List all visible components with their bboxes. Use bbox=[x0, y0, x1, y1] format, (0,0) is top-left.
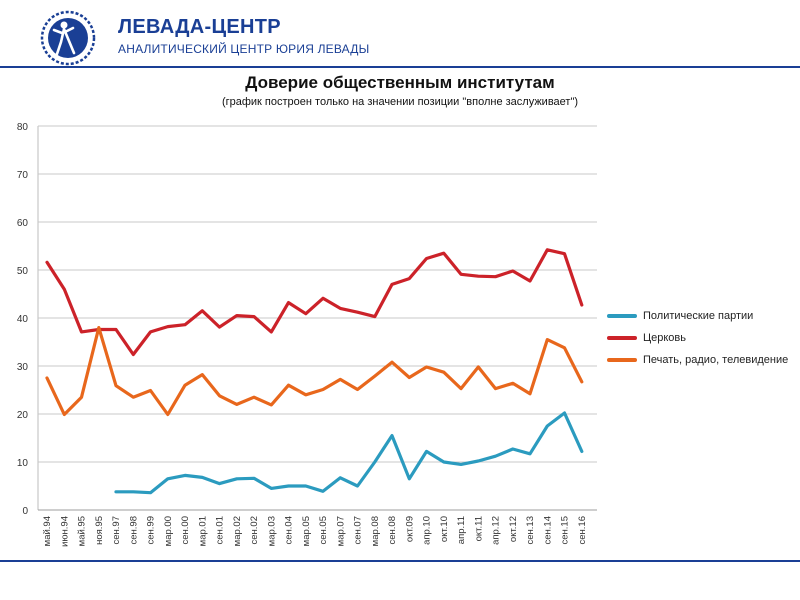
y-tick-label: 80 bbox=[17, 122, 29, 133]
y-tick-label: 20 bbox=[17, 410, 29, 421]
legend-label: Церковь bbox=[643, 332, 687, 344]
x-tick-label: май.94 bbox=[42, 516, 53, 546]
x-tick-label: ноя.95 bbox=[94, 516, 105, 545]
legend-swatch bbox=[607, 314, 637, 318]
y-tick-label: 60 bbox=[17, 218, 29, 229]
x-tick-label: мар.00 bbox=[163, 516, 174, 546]
x-tick-label: окт.09 bbox=[404, 516, 415, 542]
series-line-2 bbox=[45, 326, 584, 417]
footer-divider bbox=[0, 560, 800, 562]
legend-label: Печать, радио, телевидение bbox=[643, 354, 789, 366]
x-tick-label: сен.14 bbox=[542, 516, 553, 545]
legend-item: Церковь bbox=[607, 327, 788, 349]
legend-label: Политические партии bbox=[643, 310, 754, 322]
x-tick-label: мар.02 bbox=[232, 516, 243, 546]
x-tick-label: апр.12 bbox=[491, 516, 502, 545]
x-tick-label: сен.04 bbox=[284, 516, 295, 545]
x-tick-label: окт.12 bbox=[508, 516, 519, 542]
header: ЛЕВАДА-ЦЕНТР АНАЛИТИЧЕСКИЙ ЦЕНТР ЮРИЯ ЛЕ… bbox=[0, 0, 800, 66]
x-tick-label: мар.07 bbox=[335, 516, 346, 546]
x-tick-label: апр.11 bbox=[456, 516, 467, 544]
x-tick-label: сен.02 bbox=[249, 516, 260, 545]
y-tick-label: 70 bbox=[17, 170, 29, 181]
x-tick-label: мар.03 bbox=[266, 516, 277, 546]
legend-swatch bbox=[607, 358, 637, 362]
header-divider bbox=[0, 66, 800, 68]
chart-legend: Политические партии Церковь Печать, радио,… bbox=[607, 305, 788, 371]
y-tick-label: 10 bbox=[17, 458, 29, 469]
x-tick-label: сен.97 bbox=[111, 516, 122, 545]
legend-item: Печать, радио, телевидение bbox=[607, 349, 788, 371]
x-tick-label: сен.15 bbox=[560, 516, 571, 545]
x-tick-label: июн.94 bbox=[59, 516, 70, 547]
x-tick-label: сен.99 bbox=[146, 516, 157, 545]
x-tick-label: мар.01 bbox=[197, 516, 208, 546]
x-tick-label: мар.08 bbox=[370, 516, 381, 546]
x-tick-label: сен.13 bbox=[525, 516, 536, 545]
x-tick-label: май.95 bbox=[77, 516, 88, 546]
x-tick-label: сен.98 bbox=[128, 516, 139, 545]
x-tick-label: сен.07 bbox=[353, 516, 364, 545]
x-tick-label: сен.08 bbox=[387, 516, 398, 545]
levada-logo-icon bbox=[40, 10, 96, 66]
chart-subtitle: (график построен только на значении пози… bbox=[221, 96, 579, 108]
x-tick-label: сен.00 bbox=[180, 516, 191, 545]
series-line-0 bbox=[114, 411, 584, 495]
series-line-1 bbox=[45, 248, 584, 357]
y-tick-label: 50 bbox=[17, 266, 29, 277]
chart-title: Доверие общественным институтам bbox=[245, 73, 555, 92]
x-tick-label: окт.11 bbox=[473, 516, 484, 541]
org-subtitle: АНАЛИТИЧЕСКИЙ ЦЕНТР ЮРИЯ ЛЕВАДЫ bbox=[118, 42, 370, 56]
y-tick-label: 0 bbox=[22, 506, 28, 517]
x-tick-label: апр.10 bbox=[422, 516, 433, 545]
org-name: ЛЕВАДА-ЦЕНТР bbox=[118, 16, 281, 38]
y-tick-label: 40 bbox=[17, 314, 29, 325]
legend-item: Политические партии bbox=[607, 305, 788, 327]
x-tick-label: окт.10 bbox=[439, 516, 450, 542]
x-tick-label: сен.16 bbox=[577, 516, 588, 545]
y-tick-label: 30 bbox=[17, 362, 29, 373]
legend-swatch bbox=[607, 336, 637, 340]
x-tick-label: сен.05 bbox=[318, 516, 329, 545]
x-tick-label: мар.05 bbox=[301, 516, 312, 546]
x-tick-label: сен.01 bbox=[215, 516, 226, 545]
